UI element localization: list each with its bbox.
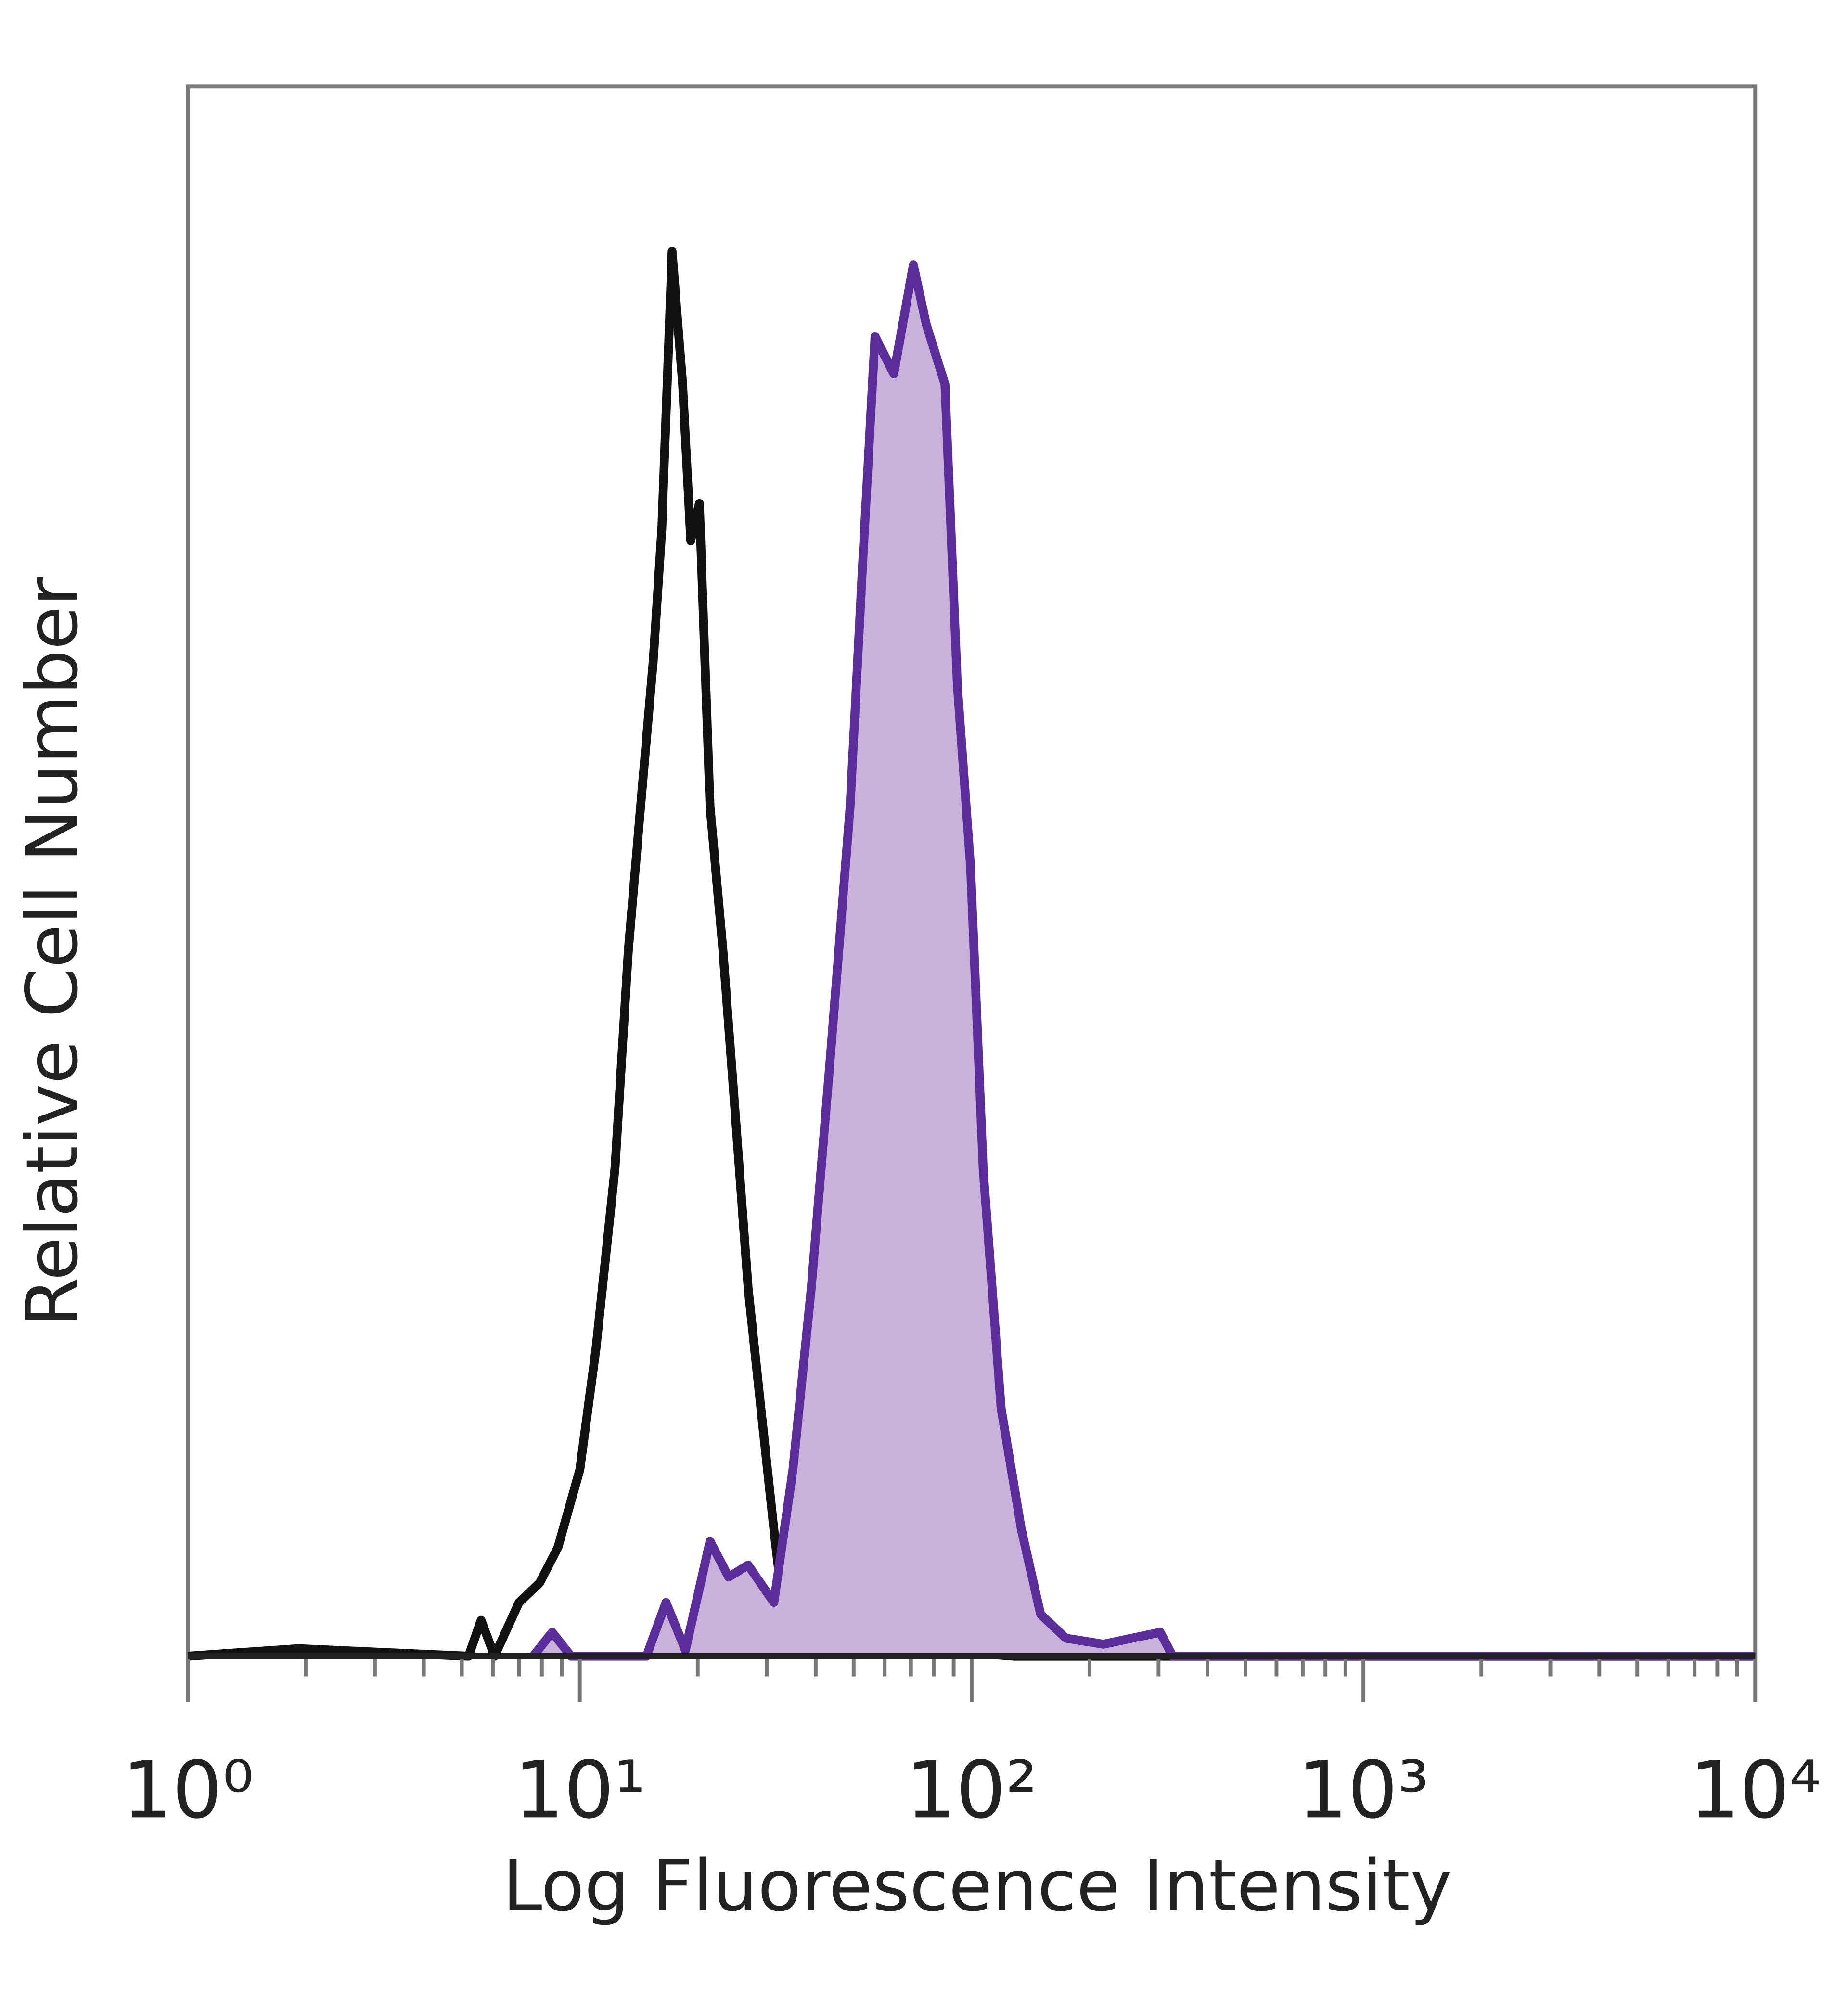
x-axis-label: Log Fluorescence Intensity xyxy=(502,1845,1452,1927)
histogram-fill xyxy=(533,265,1756,1656)
x-tick-label: 10³ xyxy=(1297,1744,1429,1836)
x-tick-label: 10⁰ xyxy=(122,1744,254,1836)
histogram-line xyxy=(529,260,1756,1661)
x-tick-label: 10² xyxy=(906,1744,1038,1836)
y-axis-label: Relative Cell Number xyxy=(11,577,93,1327)
x-tick-label: 10⁴ xyxy=(1689,1744,1821,1836)
x-tick-label: 10¹ xyxy=(514,1744,646,1836)
